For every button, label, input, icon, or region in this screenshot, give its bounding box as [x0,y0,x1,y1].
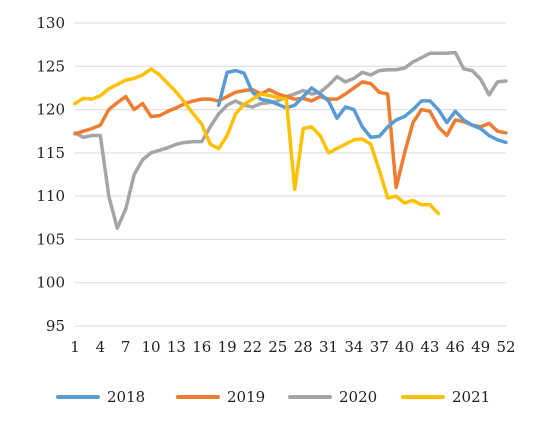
y-tick-label: 95 [46,317,65,335]
x-tick-label: 16 [192,338,211,356]
y-tick-label: 125 [36,57,65,75]
x-tick-label: 49 [471,338,490,356]
series-lines [73,50,508,230]
legend-label-2018: 2018 [107,388,145,406]
x-tick-label: 40 [395,338,414,356]
x-tick-label: 46 [446,338,465,356]
x-tick-label: 22 [243,338,262,356]
series-line-2020 [73,50,508,230]
x-tick-label: 37 [370,338,389,356]
legend-label-2019: 2019 [227,388,265,406]
gridlines [75,22,506,327]
y-tick-label: 100 [36,274,65,292]
x-tick-label: 34 [344,338,363,356]
x-tick-label: 4 [96,338,106,356]
x-tick-label: 25 [268,338,287,356]
x-axis-ticks: 1 4 7 10 13 16 19 22 25 28 31 34 37 40 43 46 49 52 [70,338,515,356]
x-tick-label: 19 [218,338,237,356]
x-tick-label: 43 [420,338,439,356]
y-axis-ticks: 95 100 105 110 115 120 125 130 [36,14,65,335]
legend-label-2020: 2020 [339,388,377,406]
y-tick-label: 115 [36,144,65,162]
y-tick-label: 120 [36,101,65,119]
x-tick-label: 31 [319,338,338,356]
series-line-2021 [73,67,441,216]
x-tick-label: 28 [294,338,313,356]
legend: 2018 2019 2020 2021 [56,388,490,406]
x-tick-label: 13 [167,338,186,356]
x-tick-label: 52 [496,338,515,356]
y-tick-label: 130 [36,14,65,32]
x-tick-label: 1 [70,338,80,356]
legend-label-2021: 2021 [452,388,490,406]
y-tick-label: 110 [36,187,65,205]
x-tick-label: 7 [121,338,131,356]
series-line-2018 [216,68,508,145]
x-tick-label: 10 [142,338,161,356]
series-line-2019 [73,80,508,190]
y-tick-label: 105 [36,230,65,248]
